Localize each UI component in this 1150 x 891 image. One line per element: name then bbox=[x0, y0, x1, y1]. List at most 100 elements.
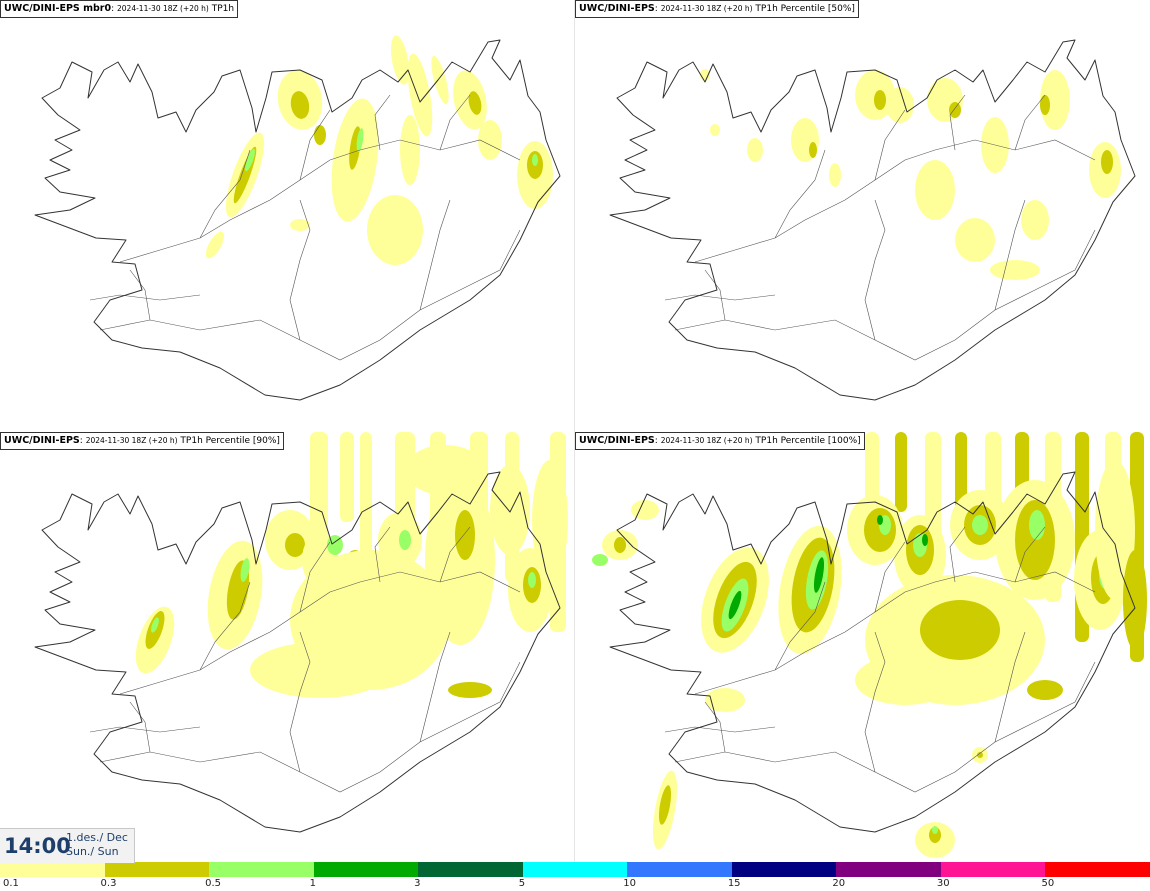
precip-area bbox=[400, 115, 420, 185]
precip-area bbox=[955, 218, 995, 262]
road-line bbox=[289, 631, 311, 773]
precip-area bbox=[809, 142, 817, 158]
colorbar-label: 3 bbox=[414, 878, 421, 889]
road-line bbox=[99, 229, 521, 361]
precip-area bbox=[855, 655, 955, 705]
road-line bbox=[374, 526, 391, 583]
panel-model-label: UWC/DINI-EPS bbox=[579, 3, 655, 14]
precip-area bbox=[314, 125, 326, 145]
colorbar-label: 5 bbox=[518, 878, 526, 889]
precip-area bbox=[448, 682, 492, 698]
precip-area bbox=[972, 515, 988, 535]
road-line bbox=[89, 726, 201, 733]
precip-area bbox=[455, 510, 475, 560]
precip-area bbox=[490, 465, 530, 555]
colorbar-swatch bbox=[627, 862, 733, 877]
panel-run-label: 2024-11-30 18Z (+20 h) bbox=[117, 4, 209, 13]
precip-area bbox=[245, 148, 255, 172]
road-line bbox=[674, 661, 1096, 793]
map-panel-percentile-90: UWC/DINI-EPS: 2024-11-30 18Z (+20 h) TP1… bbox=[0, 432, 575, 862]
precip-area bbox=[1040, 70, 1070, 130]
precip-area bbox=[1021, 200, 1049, 240]
panel-field-label: TP1h bbox=[211, 4, 235, 14]
precipitation-colorbar: 0.1 0.3 0.5 1 3 5 10 15 20 30 50 bbox=[0, 862, 1150, 891]
valid-time-box: 14:00 1.des./ Dec Sun./ Sun bbox=[0, 828, 135, 863]
precip-area bbox=[151, 617, 159, 633]
precip-area bbox=[932, 826, 938, 834]
iceland-coastline bbox=[34, 471, 561, 833]
precipitation-map bbox=[34, 35, 561, 401]
precip-area bbox=[240, 558, 250, 582]
precip-area bbox=[1029, 510, 1045, 540]
colorbar-swatch bbox=[940, 862, 1046, 877]
colorbar-swatch bbox=[731, 862, 837, 877]
road-line bbox=[949, 526, 966, 583]
panel-run-label: 2024-11-30 18Z (+20 h) bbox=[660, 436, 753, 445]
colorbar-label: 0.1 bbox=[3, 878, 19, 889]
panel-title: UWC/DINI-EPS: 2024-11-30 18Z (+20 h) TP1… bbox=[575, 0, 859, 18]
iceland-coastline bbox=[34, 39, 561, 401]
precip-area bbox=[614, 537, 626, 553]
precip-area bbox=[922, 534, 928, 546]
precip-area bbox=[367, 195, 423, 265]
precip-area bbox=[949, 102, 961, 118]
road-line bbox=[129, 269, 151, 321]
colorbar-label: 0.3 bbox=[100, 878, 117, 889]
road-line bbox=[439, 526, 471, 583]
precip-area bbox=[1101, 150, 1113, 174]
precip-area bbox=[205, 231, 225, 259]
map-panel-percentile-100: UWC/DINI-EPS: 2024-11-30 18Z (+20 h) TP1… bbox=[575, 432, 1150, 862]
road-line bbox=[419, 199, 451, 311]
road-line bbox=[374, 94, 391, 151]
precip-area bbox=[1095, 460, 1135, 600]
panel-divider bbox=[574, 0, 575, 862]
colorbar-label: 20 bbox=[832, 878, 846, 889]
road-line bbox=[949, 94, 966, 151]
precipitation-map bbox=[592, 432, 1147, 858]
road-line bbox=[704, 701, 726, 753]
road-line bbox=[1014, 94, 1046, 151]
road-line bbox=[89, 294, 201, 301]
precip-area bbox=[407, 53, 433, 137]
precip-streak bbox=[895, 432, 907, 512]
colorbar-swatch bbox=[418, 862, 524, 877]
road-line bbox=[774, 581, 826, 671]
precip-area bbox=[1123, 550, 1147, 650]
precip-area bbox=[532, 154, 538, 166]
road-line bbox=[129, 701, 151, 753]
panel-model-label: UWC/DINI-EPS bbox=[579, 435, 655, 446]
precip-area bbox=[920, 600, 1000, 660]
road-line bbox=[864, 199, 886, 341]
precip-area bbox=[399, 530, 411, 550]
road-line bbox=[199, 581, 251, 671]
precip-area bbox=[290, 219, 310, 231]
colorbar-label: 30 bbox=[936, 878, 950, 889]
colorbar-label: 15 bbox=[727, 878, 741, 889]
colorbar-label: 10 bbox=[623, 878, 636, 889]
road-line bbox=[664, 294, 776, 301]
road-line bbox=[299, 541, 331, 613]
colorbar-label: 0.5 bbox=[205, 878, 221, 889]
road-line bbox=[994, 631, 1026, 743]
precip-area bbox=[1015, 500, 1055, 580]
panel-model-label: UWC/DINI-EPS bbox=[4, 435, 80, 446]
iceland-coastline bbox=[609, 471, 1136, 833]
road-line bbox=[874, 109, 906, 181]
road-line bbox=[419, 631, 451, 743]
iceland-coastline bbox=[609, 39, 1136, 401]
precip-streak bbox=[865, 432, 879, 502]
precip-area bbox=[356, 128, 364, 152]
precip-area bbox=[285, 533, 305, 557]
map-panel-member0: UWC/DINI-EPS mbr0: 2024-11-30 18Z (+20 h… bbox=[0, 0, 575, 430]
precipitation-map bbox=[609, 39, 1136, 401]
precip-area bbox=[1040, 95, 1050, 115]
colorbar-swatch bbox=[836, 862, 942, 877]
colorbar-swatch bbox=[522, 862, 628, 877]
colorbar-swatch bbox=[0, 862, 106, 877]
map-panel-percentile-50: UWC/DINI-EPS: 2024-11-30 18Z (+20 h) TP1… bbox=[575, 0, 1150, 430]
precip-area bbox=[391, 35, 409, 85]
road-line bbox=[774, 149, 826, 239]
valid-day-line: Sun./ Sun bbox=[66, 845, 119, 858]
precip-area bbox=[431, 55, 449, 105]
precip-area bbox=[929, 827, 941, 843]
